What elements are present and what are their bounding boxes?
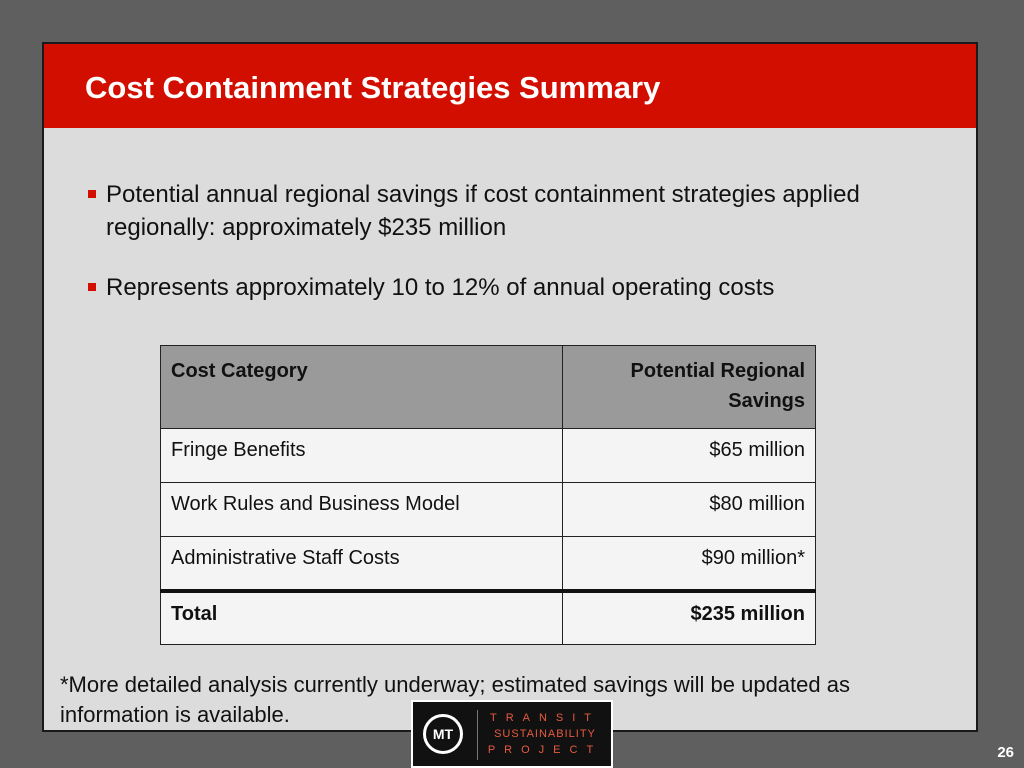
cell-category: Work Rules and Business Model: [160, 482, 563, 537]
cell-savings: $90 million*: [562, 536, 816, 591]
mt-logo-icon: MT: [423, 714, 463, 754]
cell-total-label: Total: [160, 588, 563, 645]
savings-table: Cost Category Potential Regional Savings…: [160, 345, 816, 645]
logo-divider: [477, 710, 478, 760]
bullet-square-icon: [88, 190, 96, 198]
cell-savings: $65 million: [562, 428, 816, 483]
bullet-list: Potential annual regional savings if cos…: [88, 178, 928, 331]
header-potential-savings: Potential Regional Savings: [562, 345, 816, 429]
title-bar: Cost Containment Strategies Summary: [44, 44, 976, 128]
table-row: Work Rules and Business Model $80 millio…: [160, 482, 816, 537]
logo-text: TRANSIT SUSTAINABILITY PROJECT: [485, 710, 605, 758]
logo-line-transit: TRANSIT: [489, 712, 601, 724]
cell-category: Administrative Staff Costs: [160, 536, 563, 591]
bullet-text: Represents approximately 10 to 12% of an…: [106, 274, 775, 301]
logo-line-project: PROJECT: [487, 744, 603, 756]
cell-category: Fringe Benefits: [160, 428, 563, 483]
bullet-text: Potential annual regional savings if cos…: [106, 181, 860, 241]
table-header-row: Cost Category Potential Regional Savings: [160, 345, 816, 429]
slide: Cost Containment Strategies Summary Pote…: [42, 42, 978, 732]
cell-savings: $80 million: [562, 482, 816, 537]
slide-title: Cost Containment Strategies Summary: [85, 70, 661, 105]
bullet-item: Represents approximately 10 to 12% of an…: [88, 271, 928, 304]
transit-sustainability-project-logo: MT TRANSIT SUSTAINABILITY PROJECT: [411, 700, 613, 768]
bullet-item: Potential annual regional savings if cos…: [88, 178, 928, 244]
table-row: Administrative Staff Costs $90 million*: [160, 536, 816, 591]
header-cost-category: Cost Category: [160, 345, 563, 429]
footnote: *More detailed analysis currently underw…: [60, 672, 850, 727]
table-total-row: Total $235 million: [160, 588, 816, 645]
bullet-square-icon: [88, 283, 96, 291]
page-number: 26: [997, 744, 1014, 761]
cell-total-value: $235 million: [562, 588, 816, 645]
logo-line-sustainability: SUSTAINABILITY: [494, 728, 596, 740]
table-row: Fringe Benefits $65 million: [160, 428, 816, 483]
